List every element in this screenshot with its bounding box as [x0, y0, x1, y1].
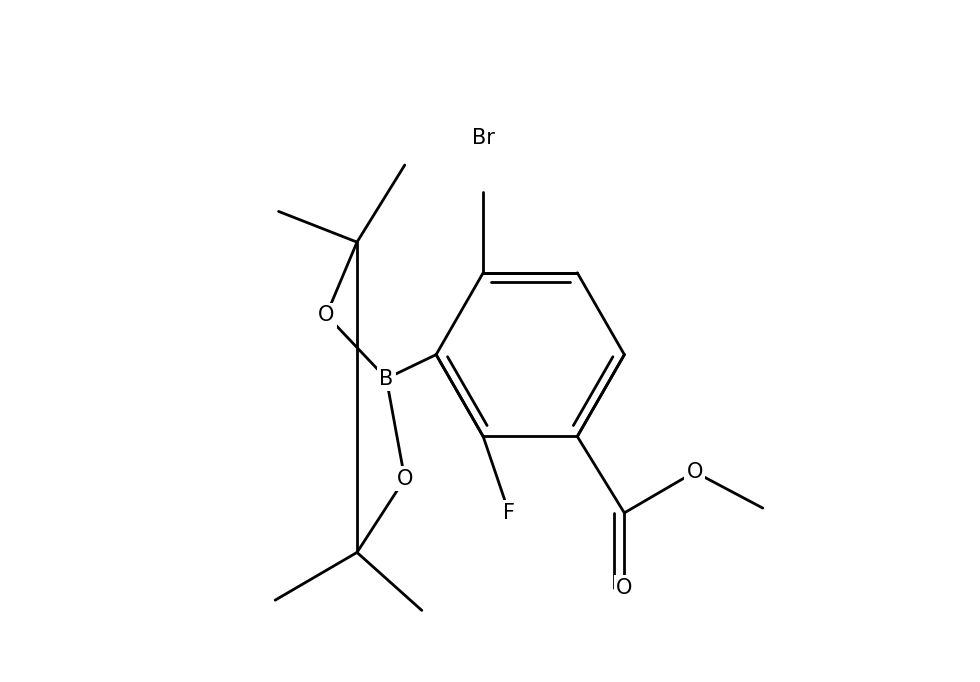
Text: O: O: [397, 469, 413, 489]
Text: O: O: [616, 578, 632, 598]
Text: F: F: [503, 503, 515, 523]
Text: Br: Br: [471, 128, 495, 148]
Text: B: B: [379, 368, 393, 389]
Text: O: O: [686, 462, 703, 482]
Text: O: O: [318, 305, 334, 325]
